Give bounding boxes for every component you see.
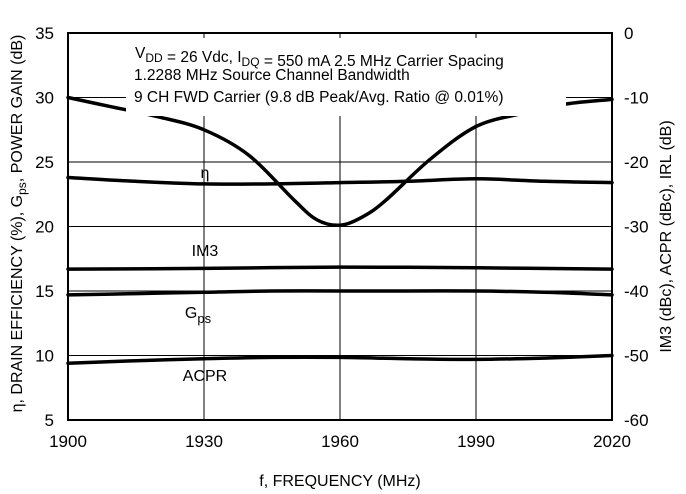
plot-frame [67, 32, 613, 421]
y-left-tick-label: 20 [35, 218, 54, 237]
tick-labels: 1900 1930 1960 1990 2020 35 30 25 20 15 10 5 0 -10 -20… [35, 24, 649, 451]
y-right-tick-label: -60 [624, 411, 649, 430]
series-label: IM3 [192, 243, 219, 260]
series-line-gps [66, 289, 614, 297]
series-labels: η IM3 Gps ACPR [183, 165, 227, 385]
series-line- [66, 175, 614, 186]
annotation-line: VDD = 26 Vdc, IDQ = 550 mA 2.5 MHz Carri… [135, 45, 504, 70]
y-left-tick-label: 5 [45, 411, 54, 430]
conditions-annotation: VDD = 26 Vdc, IDQ = 550 mA 2.5 MHz Carri… [126, 38, 566, 116]
y-left-tick-label: 25 [35, 153, 54, 172]
series-line-acpr [66, 353, 614, 365]
y-right-tick-label: 0 [624, 24, 633, 43]
y-right-tick-label: -10 [624, 89, 649, 108]
series-label: Gps [185, 305, 212, 326]
series-label: η [201, 165, 210, 182]
y-left-tick-label: 10 [35, 347, 54, 366]
y-right-tick-label: -50 [624, 347, 649, 366]
x-tick-label: 1930 [185, 432, 223, 451]
x-tick-label: 2020 [593, 432, 631, 451]
y-right-tick-label: -40 [624, 282, 649, 301]
x-tick-label: 1990 [457, 432, 495, 451]
y-left-tick-label: 30 [35, 89, 54, 108]
x-tick-label: 1960 [321, 432, 359, 451]
series-line-irl [66, 95, 614, 228]
series-line-im3 [66, 265, 614, 271]
x-axis-label: f, FREQUENCY (MHz) [259, 473, 420, 490]
annotation-line: 1.2288 MHz Source Channel Bandwidth [134, 67, 410, 84]
series-label: ACPR [183, 368, 227, 385]
y-left-tick-label: 35 [35, 24, 54, 43]
series-curves [66, 95, 614, 365]
y-right-tick-label: -20 [624, 153, 649, 172]
annotation-background [126, 38, 566, 116]
x-tick-label: 1900 [49, 432, 87, 451]
y-axis-right-label: IM3 (dBc), ACPR (dBc), IRL (dB) [658, 120, 675, 352]
y-right-tick-label: -30 [624, 218, 649, 237]
annotation-line: 9 CH FWD Carrier (9.8 dB Peak/Avg. Ratio… [134, 89, 504, 106]
y-axis-left-label: η, DRAIN EFFICIENCY (%), Gps, POWER GAIN… [9, 35, 29, 413]
y-left-tick-label: 15 [35, 282, 54, 301]
